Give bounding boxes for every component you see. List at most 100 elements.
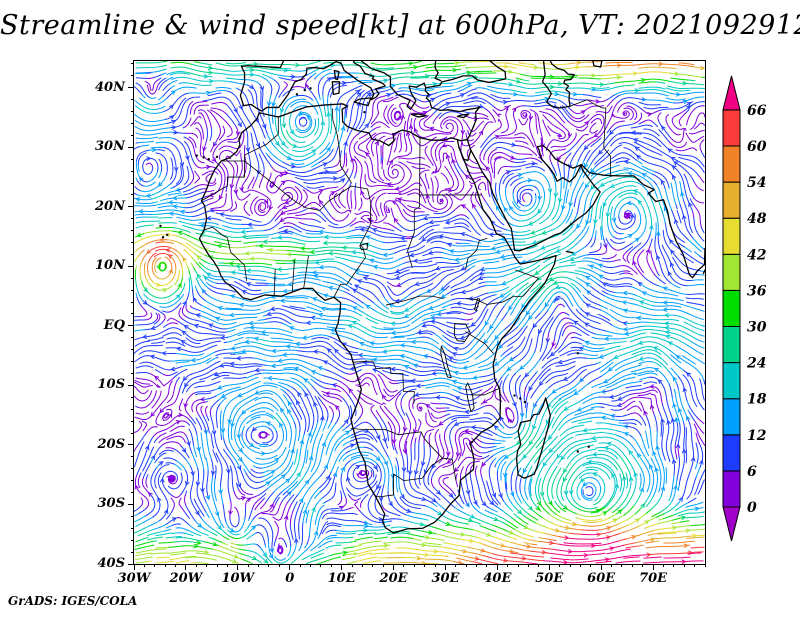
lat-tick-label: 30N [95,139,125,155]
lat-tick-mark [128,444,133,446]
colorbar-segment [722,109,741,147]
colorbar: 0 6 12 18 24 30 36 42 48 54 60 66 [718,62,798,562]
lat-tick-mark [131,515,133,517]
lat-tick-label: 30S [97,496,125,512]
lon-tick-mark [590,565,592,567]
lon-tick-label: 40E [483,571,512,586]
lat-tick-mark [131,420,133,422]
grads-credit: GrADS: IGES/COLA [8,594,138,608]
colorbar-segment [722,145,741,183]
lat-tick-mark [128,265,133,267]
lon-tick-mark [133,565,135,570]
lon-tick-mark [548,565,550,570]
lat-tick-mark [131,468,133,470]
colorbar-label: 18 [747,392,767,408]
lon-tick-mark [299,565,301,567]
lon-tick-mark [662,565,664,567]
plot-frame [133,60,706,565]
lon-tick-mark [517,565,519,567]
lat-tick-mark [131,111,133,113]
lon-tick-label: 50E [535,571,564,586]
lon-tick-mark [268,565,270,567]
lat-tick-mark [128,503,133,505]
lon-tick-label: 30E [431,571,460,586]
lon-tick-mark [154,565,156,567]
lat-tick-mark [128,563,133,565]
lat-tick-mark [131,456,133,458]
lat-tick-mark [131,134,133,136]
lon-tick-mark [496,565,498,570]
colorbar-segment [722,253,741,291]
lon-tick-mark [642,565,644,567]
lat-tick-mark [131,539,133,541]
lon-tick-mark [434,565,436,567]
lon-tick-mark [330,565,332,567]
colorbar-segment [722,362,741,400]
colorbar-label: 60 [747,139,767,155]
lon-tick-mark [143,565,145,567]
lat-tick-mark [131,242,133,244]
lon-tick-mark [538,565,540,567]
colorbar-segment [722,217,741,255]
colorbar-label: 66 [747,103,767,119]
colorbar-label: 6 [747,464,757,480]
lat-tick-mark [131,170,133,172]
colorbar-label: 42 [747,247,767,263]
lon-tick-mark [507,565,509,567]
lon-tick-mark [216,565,218,567]
lon-tick-mark [372,565,374,567]
lon-tick-label: 70E [639,571,668,586]
lon-tick-mark [579,565,581,567]
lat-tick-mark [128,146,133,148]
lat-tick-mark [131,396,133,398]
lon-tick-label: 0 [285,571,295,586]
lat-tick-label: 20N [95,198,125,214]
lon-tick-mark [476,565,478,567]
colorbar-label: 0 [747,500,757,516]
lat-tick-mark [131,182,133,184]
lat-tick-mark [128,384,133,386]
lon-tick-mark [424,565,426,567]
lon-tick-mark [206,565,208,567]
colorbar-label: 30 [747,320,767,336]
lon-tick-mark [652,565,654,570]
lon-tick-mark [226,565,228,567]
colorbar-segment [722,181,741,219]
lon-tick-mark [361,565,363,567]
lat-tick-mark [131,230,133,232]
lon-tick-mark [393,565,395,570]
lon-tick-mark [195,565,197,567]
lon-tick-mark [341,565,343,570]
lon-tick-label: 60E [587,571,616,586]
lat-tick-mark [131,194,133,196]
lat-tick-label: EQ [103,317,125,333]
lon-tick-mark [683,565,685,567]
lon-tick-mark [403,565,405,567]
lon-tick-mark [611,565,613,567]
lon-tick-label: 30W [117,571,151,586]
colorbar-segment [722,326,741,364]
lat-tick-mark [131,75,133,77]
lat-tick-mark [131,349,133,351]
lat-tick-mark [128,206,133,208]
colorbar-label: 12 [747,428,767,444]
colorbar-label: 54 [747,175,766,191]
lat-tick-mark [131,551,133,553]
colorbar-label: 36 [747,283,767,299]
lat-tick-label: 10N [95,258,125,274]
lon-tick-mark [455,565,457,567]
lon-tick-mark [175,565,177,567]
lon-tick-mark [631,565,633,567]
lat-tick-label: 10S [97,377,125,393]
lat-tick-mark [131,289,133,291]
lon-tick-mark [351,565,353,567]
lat-tick-mark [131,99,133,101]
streamline-map-canvas [134,61,705,564]
lat-tick-mark [131,158,133,160]
lat-tick-mark [131,527,133,529]
lon-tick-mark [621,565,623,567]
lon-tick-mark [673,565,675,567]
lat-tick-mark [128,87,133,89]
lat-tick-mark [131,123,133,124]
